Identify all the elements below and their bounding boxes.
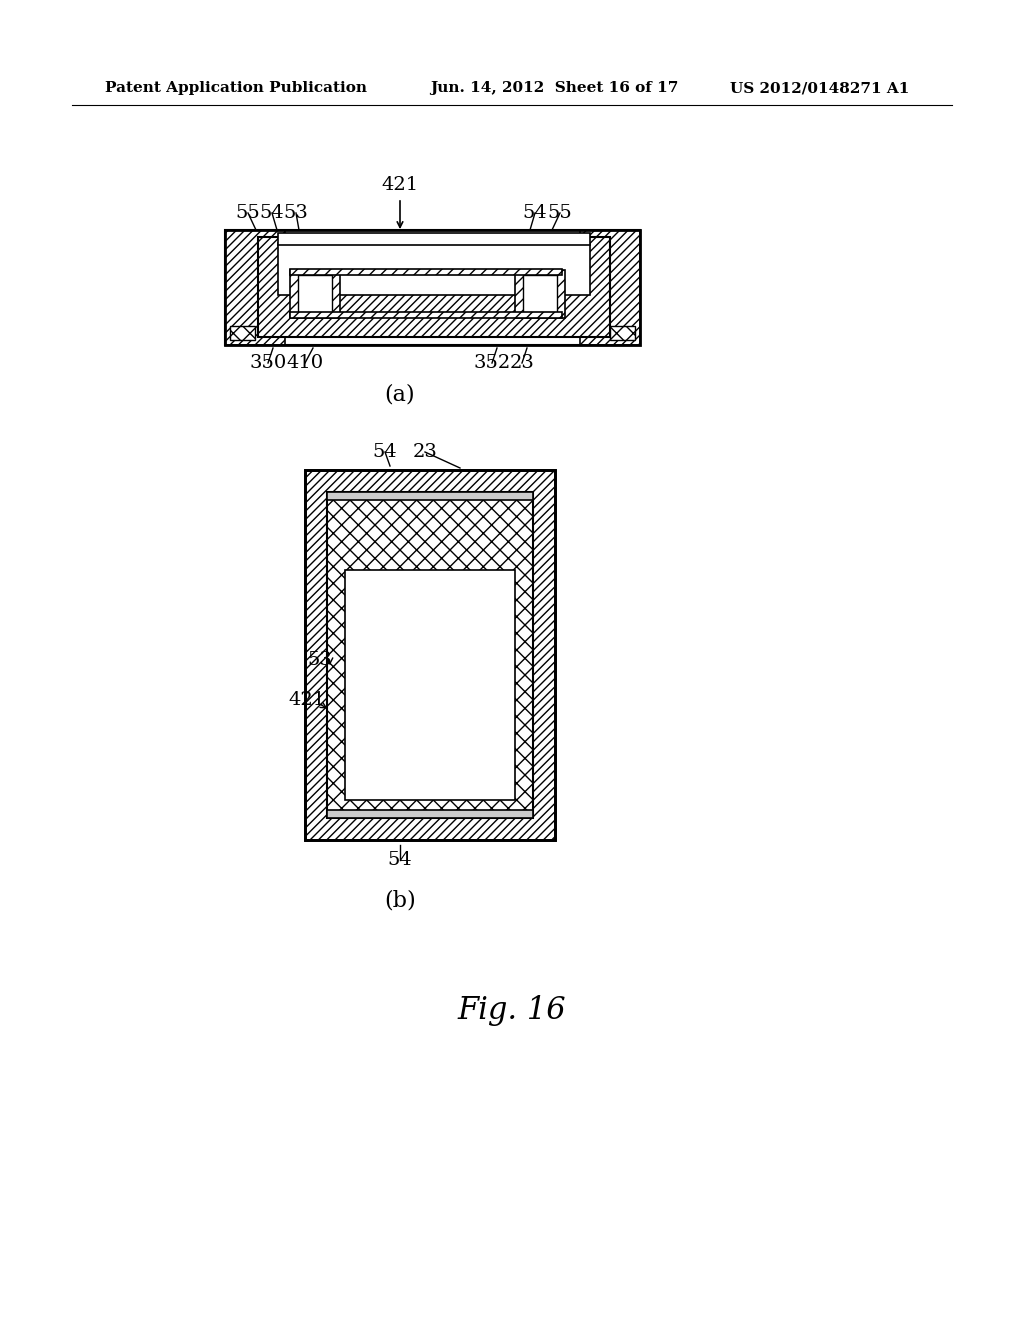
Text: 54: 54 — [388, 851, 413, 869]
Bar — [298, 275, 332, 313]
Bar — [515, 271, 565, 318]
Bar — [305, 470, 555, 840]
Bar — [225, 230, 285, 345]
Bar — [327, 810, 534, 818]
Text: 421: 421 — [381, 176, 419, 194]
Bar — [327, 492, 534, 500]
Text: 54: 54 — [373, 444, 397, 461]
Text: US 2012/0148271 A1: US 2012/0148271 A1 — [730, 81, 909, 95]
Text: (b): (b) — [384, 888, 416, 911]
Bar — [230, 326, 255, 341]
Bar — [225, 230, 640, 345]
Text: 55: 55 — [236, 205, 260, 222]
Bar — [278, 243, 590, 294]
Text: Fig. 16: Fig. 16 — [458, 994, 566, 1026]
Bar — [278, 234, 590, 246]
Text: Jun. 14, 2012  Sheet 16 of 17: Jun. 14, 2012 Sheet 16 of 17 — [430, 81, 678, 95]
Text: 53: 53 — [284, 205, 308, 222]
Text: (a): (a) — [385, 384, 416, 407]
Text: 350: 350 — [250, 354, 287, 372]
Bar — [523, 275, 557, 313]
Text: 410: 410 — [287, 354, 324, 372]
Text: Patent Application Publication: Patent Application Publication — [105, 81, 367, 95]
Bar — [345, 570, 515, 800]
Bar — [290, 269, 562, 275]
Text: 352: 352 — [473, 354, 511, 372]
Bar — [225, 230, 640, 345]
Bar — [258, 238, 610, 337]
Text: 55: 55 — [548, 205, 572, 222]
Text: 53: 53 — [307, 651, 333, 669]
Bar — [290, 271, 340, 318]
Text: 23: 23 — [413, 444, 437, 461]
Bar — [580, 230, 640, 345]
Bar — [290, 312, 562, 318]
Text: 54: 54 — [260, 205, 285, 222]
Text: 23: 23 — [510, 354, 535, 372]
Bar — [305, 470, 555, 840]
Text: 421: 421 — [289, 690, 326, 709]
Text: 54: 54 — [522, 205, 548, 222]
Bar — [327, 492, 534, 818]
Bar — [610, 326, 635, 341]
